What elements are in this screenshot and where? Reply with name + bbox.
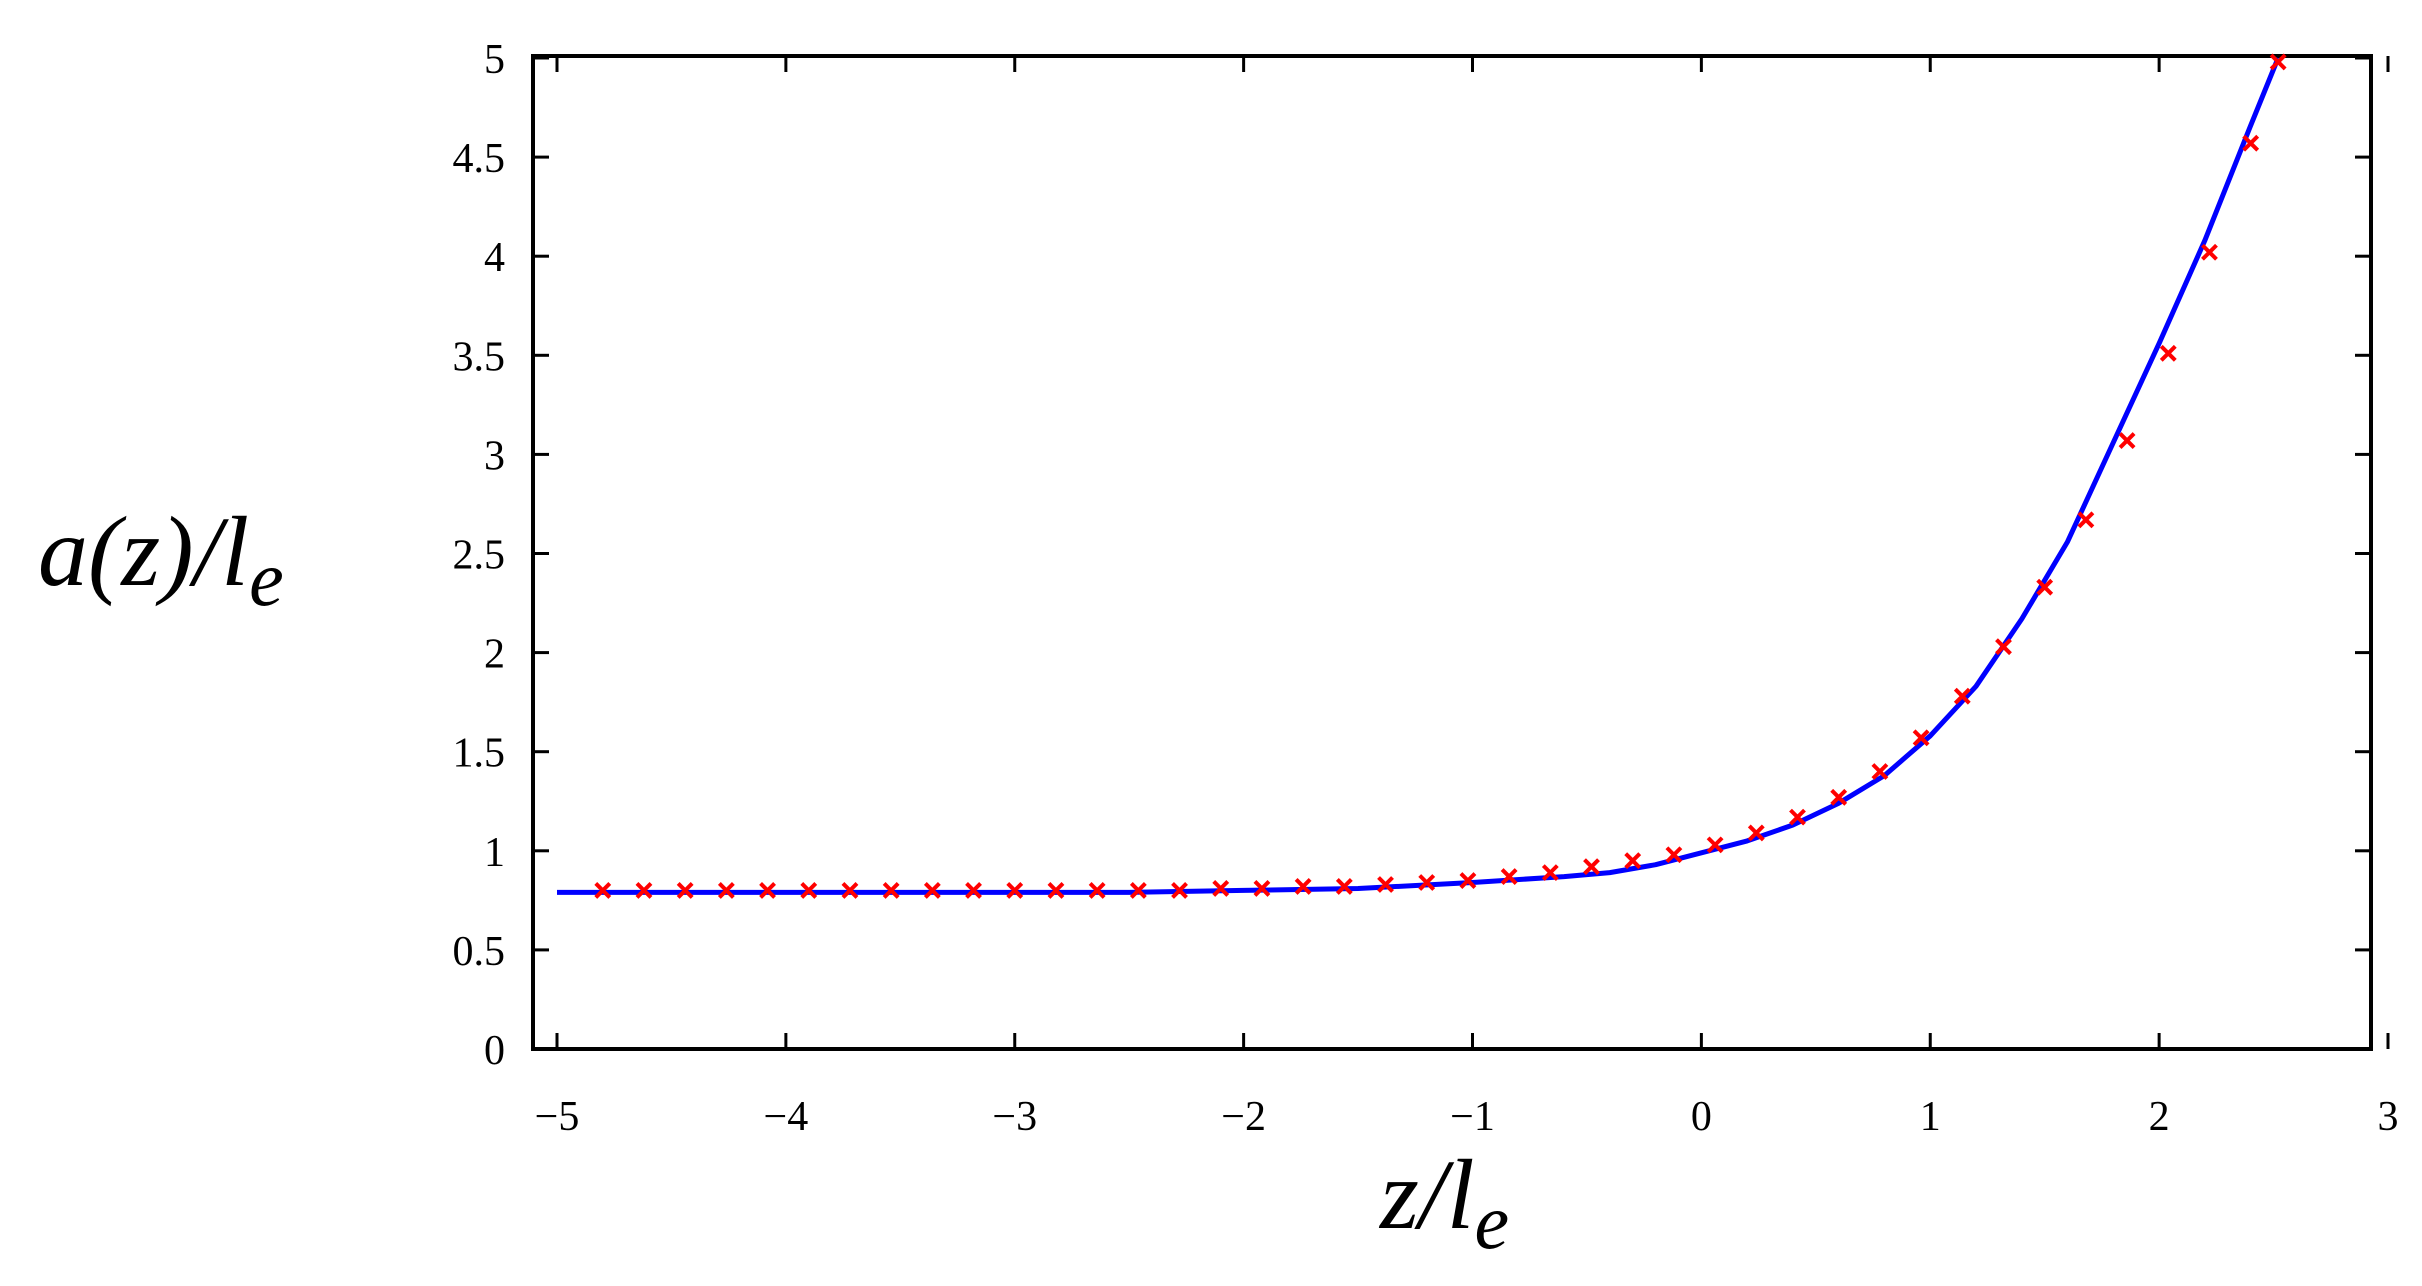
data-point-marker [676, 882, 694, 899]
y-tick-label: 3 [484, 433, 505, 479]
data-point-marker [1006, 882, 1024, 899]
data-point-marker [2201, 243, 2218, 261]
y-tick-label: 1 [484, 830, 505, 876]
data-point-marker [2242, 134, 2260, 152]
x-axis-label: z/le [1378, 1139, 1509, 1265]
data-point-marker [2036, 578, 2054, 596]
data-point-marker [965, 882, 982, 899]
x-tick-label: −4 [764, 1094, 809, 1140]
data-point-marker [1871, 763, 1889, 780]
data-point-marker [1377, 876, 1394, 893]
data-point-marker [882, 882, 900, 899]
data-point-marker [1706, 836, 1724, 854]
data-point-marker [635, 882, 653, 899]
data-point-marker [1088, 882, 1106, 899]
x-tick-label: −2 [1221, 1094, 1266, 1140]
data-point-marker [2269, 53, 2287, 71]
y-tick-label: 4 [484, 235, 505, 281]
y-axis-ticks: 0 0.5 1 1.5 2 2.5 3 3.5 4 4.5 5 [453, 37, 2371, 1074]
y-tick-label: 4.5 [453, 136, 506, 182]
y-axis-label: a(z)/le [38, 496, 284, 622]
y-tick-label: 2 [484, 632, 505, 678]
y-tick-label: 0 [484, 1028, 505, 1074]
x-tick-label: −5 [535, 1094, 580, 1140]
x-tick-label: 3 [2378, 1094, 2399, 1140]
data-point-marker [1830, 788, 1848, 806]
data-point-marker [1294, 878, 1312, 895]
series-layer [557, 53, 2287, 899]
x-axis-label-main: z/l [1378, 1139, 1474, 1250]
data-point-marker [1418, 874, 1436, 891]
data-point-marker [1459, 872, 1477, 889]
data-point-marker [717, 882, 735, 899]
data-point-marker [1665, 846, 1683, 864]
data-point-marker [1583, 858, 1600, 876]
y-tick-label: 0.5 [453, 929, 506, 975]
data-point-marker [1747, 824, 1765, 842]
plot-frame [531, 54, 2373, 1051]
data-point-marker [923, 882, 941, 899]
x-axis-ticks: −5 −4 −3 −2 −1 0 1 2 3 [535, 56, 2399, 1140]
data-point-marker [841, 882, 859, 899]
data-point-marker [2118, 432, 2136, 449]
y-tick-label: 1.5 [453, 731, 506, 777]
x-tick-label: 0 [1691, 1094, 1712, 1140]
x-tick-label: 2 [2149, 1094, 2170, 1140]
data-point-marker [2159, 344, 2177, 362]
x-tick-label: −1 [1450, 1094, 1495, 1140]
data-point-marker [594, 882, 612, 899]
data-point-marker [1995, 638, 2012, 656]
data-point-marker [759, 882, 776, 899]
data-point-marker [1624, 852, 1642, 870]
x-tick-label: 1 [1920, 1094, 1941, 1140]
x-axis-label-sub: e [1474, 1178, 1509, 1265]
y-tick-label: 3.5 [453, 334, 506, 380]
data-point-marker [1129, 882, 1147, 899]
data-point-marker [1912, 729, 1930, 747]
data-point-marker [2077, 511, 2095, 529]
data-point-marker [1789, 808, 1806, 826]
data-point-marker [1253, 880, 1271, 897]
series-line [557, 57, 2281, 895]
data-point-marker [1171, 882, 1188, 899]
data-point-marker [1541, 864, 1559, 882]
y-axis-label-sub: e [249, 535, 284, 622]
data-point-marker [1953, 687, 1971, 705]
y-tick-label: 5 [484, 37, 505, 83]
data-point-marker [1212, 880, 1230, 897]
data-point-marker [800, 882, 818, 899]
y-tick-label: 2.5 [453, 533, 506, 579]
data-point-marker [1500, 868, 1518, 885]
data-point-marker [1335, 878, 1353, 895]
data-point-marker [1047, 882, 1065, 899]
y-axis-label-main: a(z)/l [38, 496, 249, 607]
x-tick-label: −3 [992, 1094, 1037, 1140]
